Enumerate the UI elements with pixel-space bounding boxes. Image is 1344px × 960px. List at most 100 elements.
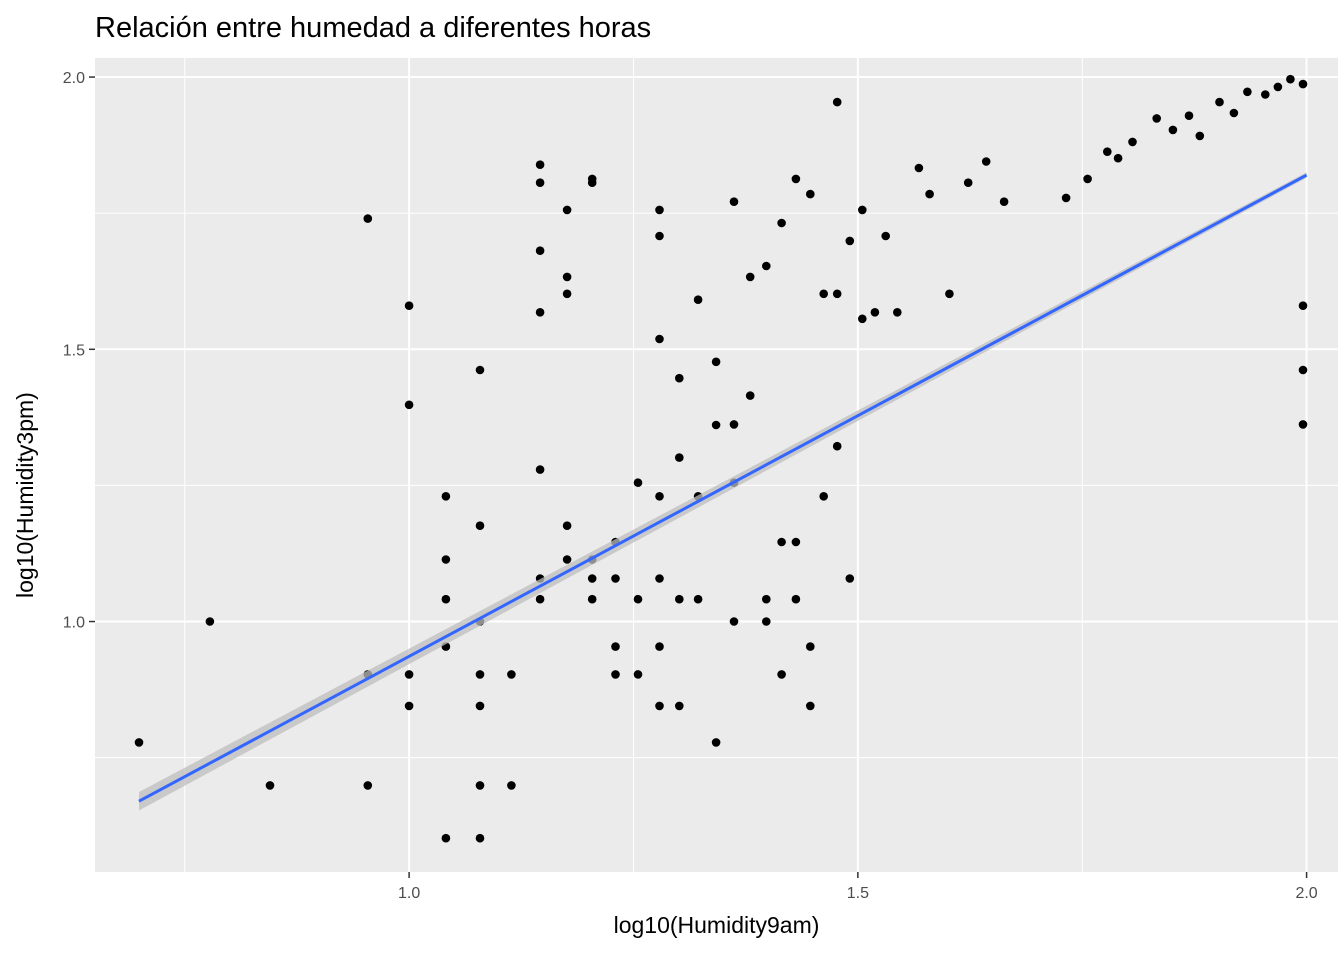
data-point bbox=[562, 272, 572, 282]
data-point bbox=[507, 670, 516, 679]
data-point bbox=[675, 453, 684, 462]
data-point bbox=[1298, 420, 1308, 429]
data-point bbox=[745, 391, 755, 400]
data-point bbox=[611, 642, 620, 651]
data-point bbox=[1298, 79, 1308, 89]
data-point bbox=[675, 594, 684, 604]
data-point bbox=[762, 594, 771, 604]
data-point bbox=[806, 642, 815, 651]
data-point bbox=[535, 308, 545, 317]
data-point bbox=[999, 197, 1009, 206]
data-point bbox=[1243, 87, 1252, 97]
data-point bbox=[535, 246, 545, 255]
data-point bbox=[1195, 131, 1205, 141]
data-point bbox=[475, 781, 485, 790]
data-point bbox=[535, 465, 545, 474]
data-point bbox=[777, 218, 786, 228]
data-point bbox=[1286, 74, 1295, 84]
data-point bbox=[363, 781, 373, 790]
data-point bbox=[832, 97, 842, 107]
data-point bbox=[535, 594, 545, 604]
data-point bbox=[791, 537, 801, 547]
data-point bbox=[655, 231, 664, 241]
data-point bbox=[633, 670, 643, 679]
data-point bbox=[819, 492, 828, 501]
data-point bbox=[475, 521, 485, 530]
data-point bbox=[265, 781, 275, 790]
data-point bbox=[1083, 174, 1092, 184]
data-point bbox=[693, 295, 703, 305]
data-point bbox=[945, 289, 954, 299]
data-point bbox=[711, 420, 721, 430]
data-point bbox=[404, 301, 414, 311]
data-point bbox=[1261, 90, 1270, 99]
tick-labels: 1.0 1.5 2.0 1.0 1.5 2.0 bbox=[63, 70, 1318, 902]
data-point bbox=[587, 574, 597, 583]
x-axis-title: log10(Humidity9am) bbox=[613, 912, 820, 938]
data-point bbox=[881, 231, 890, 241]
data-point bbox=[562, 289, 572, 299]
data-point bbox=[729, 617, 739, 626]
y-tick-label: 1.0 bbox=[63, 615, 85, 632]
axis-ticks bbox=[89, 76, 1308, 878]
data-point bbox=[655, 205, 664, 215]
y-tick-label: 1.5 bbox=[63, 342, 85, 359]
data-point bbox=[134, 738, 144, 747]
data-point bbox=[655, 334, 664, 344]
data-point bbox=[475, 670, 485, 679]
data-point bbox=[475, 833, 485, 843]
data-point bbox=[535, 178, 545, 187]
data-point bbox=[562, 521, 572, 530]
data-point bbox=[475, 701, 485, 711]
data-point bbox=[535, 160, 545, 169]
data-point bbox=[858, 205, 867, 215]
data-point bbox=[870, 308, 880, 317]
data-point bbox=[655, 492, 664, 501]
data-point bbox=[981, 157, 991, 166]
x-tick-label: 1.5 bbox=[847, 885, 869, 902]
data-point bbox=[693, 594, 703, 604]
data-point bbox=[562, 555, 572, 564]
data-point bbox=[1061, 193, 1071, 203]
data-point bbox=[745, 272, 755, 282]
data-point bbox=[507, 781, 516, 790]
data-point bbox=[633, 478, 643, 488]
data-point bbox=[1168, 125, 1178, 135]
data-point bbox=[777, 537, 786, 547]
data-point bbox=[806, 189, 815, 199]
data-point bbox=[404, 701, 414, 711]
data-point bbox=[404, 400, 414, 410]
data-point bbox=[711, 738, 721, 747]
data-point bbox=[832, 289, 842, 299]
y-tick-label: 2.0 bbox=[63, 70, 85, 87]
regression-line bbox=[138, 173, 1308, 803]
data-point bbox=[1298, 301, 1308, 311]
data-point bbox=[791, 174, 801, 184]
chart-title: Relación entre humedad a diferentes hora… bbox=[95, 12, 652, 44]
data-point bbox=[205, 617, 215, 626]
data-point bbox=[963, 178, 973, 187]
data-point bbox=[729, 420, 739, 429]
data-point bbox=[1298, 365, 1308, 375]
data-point bbox=[441, 555, 451, 564]
data-point bbox=[587, 594, 597, 604]
x-tick-label: 2.0 bbox=[1295, 885, 1317, 902]
x-tick-label: 1.0 bbox=[398, 885, 420, 902]
data-point bbox=[675, 701, 684, 711]
data-point bbox=[791, 594, 801, 604]
data-point bbox=[845, 236, 855, 246]
data-point bbox=[441, 833, 451, 843]
data-point bbox=[587, 178, 597, 187]
data-point bbox=[441, 492, 451, 501]
data-point bbox=[777, 670, 786, 679]
data-point bbox=[404, 670, 414, 679]
data-point bbox=[475, 365, 485, 375]
data-point bbox=[858, 314, 867, 324]
data-point bbox=[711, 357, 721, 367]
data-point bbox=[762, 617, 771, 626]
data-point bbox=[1215, 97, 1224, 107]
data-point bbox=[1103, 147, 1112, 156]
data-point bbox=[562, 205, 572, 215]
data-point bbox=[1229, 108, 1239, 118]
